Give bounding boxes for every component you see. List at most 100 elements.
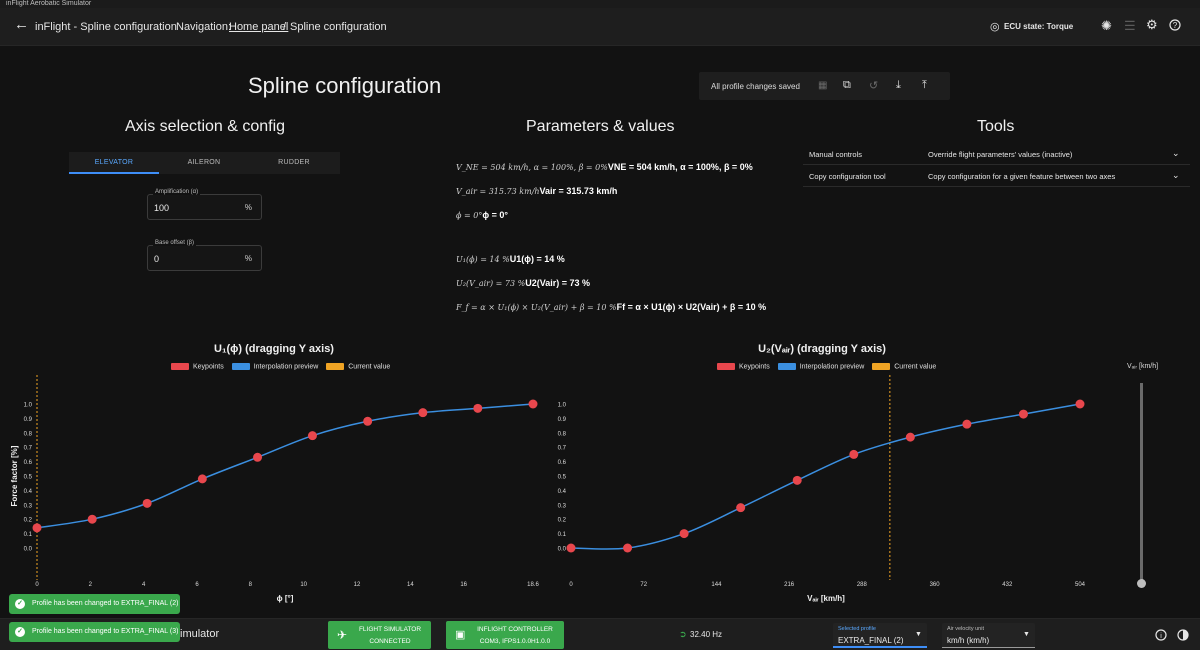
gear-icon[interactable]: ⚙ xyxy=(1146,17,1158,32)
legend-current: Current value xyxy=(348,363,391,371)
tools-heading: Tools xyxy=(977,118,1015,135)
gamepad-icon: ▣ xyxy=(455,629,466,641)
vair-slider-label: Vₐᵢᵣ [km/h] xyxy=(1127,363,1159,370)
y-tick-label: 0.4 xyxy=(558,489,567,495)
tab-elevator[interactable]: ELEVATOR xyxy=(69,152,159,174)
svg-text:i: i xyxy=(1160,633,1162,640)
x-tick-label: 504 xyxy=(1075,582,1086,588)
tool-copy-config[interactable]: Copy configuration tool Copy configurati… xyxy=(803,165,1190,187)
y-tick-label: 0.8 xyxy=(558,431,567,437)
keypoint-swatch xyxy=(171,363,189,370)
amplification-field[interactable]: Amplification (α) 100 % xyxy=(147,189,262,220)
x-tick-label: 0 xyxy=(35,582,39,588)
save-toolbar: All profile changes saved ▦ ⧉ ↺ ⤓ ⤒ xyxy=(699,72,950,100)
x-tick-label: 0 xyxy=(569,582,573,588)
airplane-icon: ✈ xyxy=(337,628,348,642)
amplification-value[interactable]: 100 xyxy=(154,203,170,213)
tab-aileron[interactable]: AILERON xyxy=(187,159,221,166)
curve-swatch xyxy=(777,363,796,370)
vair-slider-track[interactable] xyxy=(1140,383,1143,584)
x-tick-label: 288 xyxy=(857,582,868,588)
app-title: inFlight - Spline configuration xyxy=(35,21,177,33)
unit-label: Air velocity unit xyxy=(947,626,984,632)
param-ff: F_f = α × U₁(ϕ) × U₂(V_air) + β = 10 %Ff… xyxy=(456,302,766,312)
x-tick-label: 8 xyxy=(249,582,253,588)
base-offset-label: Base offset (β) xyxy=(153,240,197,246)
update-rate: 32.40 Hz xyxy=(690,630,723,639)
bug-icon[interactable]: ✺ xyxy=(1101,18,1112,33)
param-vne: V_NE = 504 km/h, α = 100%, β = 0%VNE = 5… xyxy=(456,162,753,172)
toast-profile-changed[interactable]: ✓ Profile has been changed to EXTRA_FINAL… xyxy=(9,594,180,614)
upload-icon[interactable]: ⤒ xyxy=(922,79,927,91)
tool-desc: Override flight parameters' values (inac… xyxy=(928,150,1073,159)
x-tick-label: 2 xyxy=(89,582,93,588)
x-axis-label: Vₐᵢᵣ [km/h] xyxy=(807,594,845,603)
legend-keypoints: Keypoints xyxy=(739,363,770,371)
toast-profile-changed[interactable]: ✓ Profile has been changed to EXTRA_FINAL… xyxy=(9,622,180,642)
chevron-down-icon[interactable]: ⌄ xyxy=(1172,170,1180,180)
tool-name: Copy configuration tool xyxy=(809,172,886,181)
theme-toggle-icon[interactable] xyxy=(1177,628,1189,646)
tool-desc: Copy configuration for a given feature b… xyxy=(928,172,1116,181)
vne-text: VNE = 504 km/h, α = 100%, β = 0% xyxy=(607,162,753,172)
u2-text: U2(Vair) = 73 % xyxy=(525,278,591,288)
vair-math: V_air = 315.73 km/h xyxy=(456,187,540,196)
layers-icon[interactable]: ☰ xyxy=(1124,18,1136,33)
controller-status[interactable]: ▣ INFLIGHT CONTROLLER COM3, IFPS1.0.0H1.… xyxy=(446,621,564,649)
legend-current: Current value xyxy=(894,363,937,371)
y-tick-label: 0.0 xyxy=(24,547,33,553)
base-offset-value[interactable]: 0 xyxy=(154,254,160,264)
download-icon[interactable]: ⤓ xyxy=(896,79,901,91)
x-tick-label: 12 xyxy=(354,582,361,588)
x-tick-label: 4 xyxy=(142,582,146,588)
y-tick-label: 1.0 xyxy=(24,403,33,409)
caret-down-icon: ▼ xyxy=(1023,631,1030,638)
profile-select[interactable]: Selected profile EXTRA_FINAL (2) ▼ xyxy=(833,623,927,648)
nav-link-home[interactable]: Home panel xyxy=(229,21,289,33)
amplification-unit: % xyxy=(244,203,252,212)
y-tick-label: 1.0 xyxy=(558,403,567,409)
vair-slider-thumb[interactable] xyxy=(1137,579,1146,588)
history-icon[interactable]: ↺ xyxy=(869,80,879,92)
x-tick-label: 6 xyxy=(195,582,199,588)
tool-name: Manual controls xyxy=(809,150,862,159)
base-offset-field[interactable]: Base offset (β) 0 % xyxy=(147,240,262,271)
flight-sim-status[interactable]: ✈ FLIGHT SIMULATOR CONNECTED xyxy=(328,621,431,649)
chart-title: U₂(Vₐᵢᵣ) (dragging Y axis) xyxy=(758,343,886,355)
keypoint xyxy=(679,529,689,539)
x-tick-label: 18.6 xyxy=(527,582,539,588)
x-tick-label: 432 xyxy=(1002,582,1013,588)
svg-text:?: ? xyxy=(1173,21,1178,30)
help-icon[interactable]: ? xyxy=(1169,19,1181,34)
arrow-left-icon[interactable]: ← xyxy=(14,16,29,33)
chevron-down-icon[interactable]: ⌄ xyxy=(1172,148,1180,158)
charts-svg[interactable]: U₁(ϕ) (dragging Y axis) 0.0 0.1 0.2 0.3 0.4 0.… xyxy=(0,335,1200,605)
param-u2: U₂(V_air) = 73 %U2(Vair) = 73 % xyxy=(456,278,590,288)
ecu-state: ECU state: Torque xyxy=(1004,22,1074,31)
base-offset-unit: % xyxy=(244,254,252,263)
keypoint-swatch xyxy=(717,363,735,370)
param-phi: ϕ = 0°ϕ = 0° xyxy=(456,210,508,220)
param-vair: V_air = 315.73 km/hVair = 315.73 km/h xyxy=(456,186,617,196)
legend-keypoints: Keypoints xyxy=(193,363,224,371)
tool-manual-controls[interactable]: Manual controls Override flight paramete… xyxy=(803,143,1190,165)
info-icon[interactable]: i xyxy=(1155,628,1167,646)
legend-1: Keypoints Interpolation preview Current … xyxy=(171,363,390,370)
legend-interp: Interpolation preview xyxy=(799,363,865,371)
air-velocity-unit-select[interactable]: Air velocity unit km/h (km/h) ▼ xyxy=(942,623,1035,648)
phi-text: ϕ = 0° xyxy=(482,210,508,220)
chart-title: U₁(ϕ) (dragging Y axis) xyxy=(214,343,334,355)
save-icon[interactable]: ▦ xyxy=(818,80,828,91)
keypoint xyxy=(1075,399,1085,409)
copy-icon[interactable]: ⧉ xyxy=(843,79,851,91)
app-name: imulator xyxy=(180,628,220,640)
tab-rudder[interactable]: RUDDER xyxy=(278,159,310,166)
y-tick-label: 0.8 xyxy=(24,431,33,437)
keypoint xyxy=(792,475,802,485)
sim-line-2: CONNECTED xyxy=(369,638,411,645)
x-tick-label: 216 xyxy=(784,582,795,588)
y-tick-label: 0.1 xyxy=(24,532,33,538)
y-tick-label: 0.6 xyxy=(24,460,33,466)
keypoint xyxy=(1018,409,1028,419)
y-tick-label: 0.0 xyxy=(558,547,567,553)
